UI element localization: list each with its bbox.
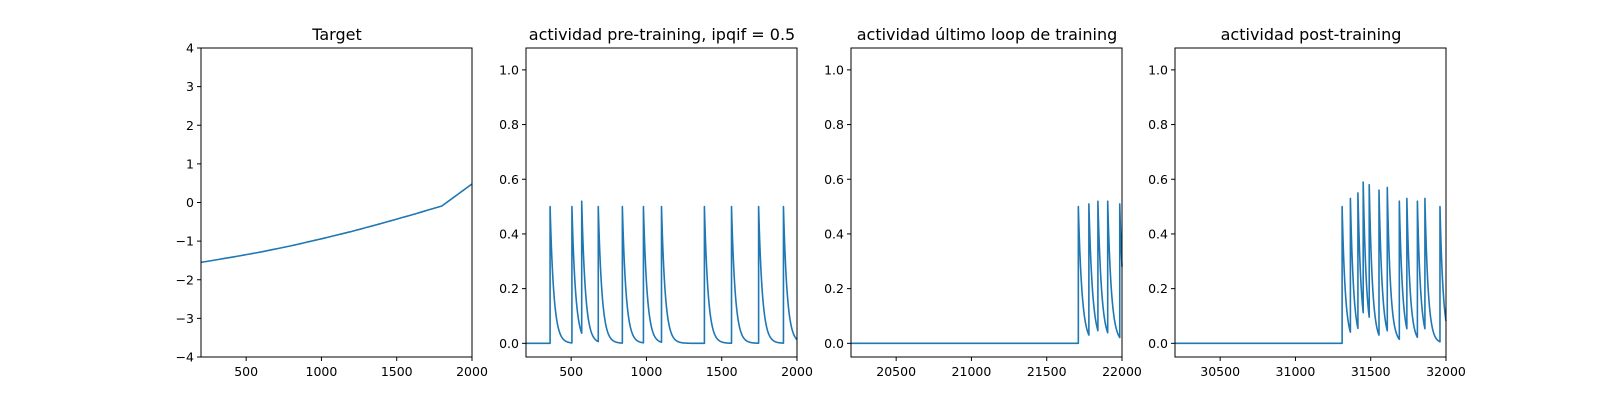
last-training-loop-ytick-label: 0.6 (824, 172, 844, 187)
subplot-pre-training: actividad pre-training, ipqif = 0.5 500 1… (499, 25, 813, 379)
post-training-xtick-label: 31500 (1351, 364, 1391, 379)
axes-frame-last-training-loop (850, 47, 1123, 358)
last-training-loop-xtick-label: 21500 (1027, 364, 1067, 379)
title-last-training-loop: actividad último loop de training (857, 25, 1118, 44)
target-ytick-label: 0 (186, 195, 194, 210)
post-training-ytick-label: 0.4 (1148, 226, 1168, 241)
pre-training-xtick-label: 2000 (781, 364, 813, 379)
title-post-training: actividad post-training (1221, 25, 1402, 44)
target-ytick-label: −2 (176, 272, 194, 287)
post-training-ytick-label: 0.6 (1148, 172, 1168, 187)
pre-training-ytick-label: 0.4 (499, 226, 519, 241)
pre-training-ytick-label: 0.0 (499, 336, 519, 351)
last-training-loop-xtick-label: 20500 (876, 364, 916, 379)
axes-frame-pre-training (525, 47, 798, 358)
post-training-ytick-label: 0.2 (1148, 281, 1168, 296)
post-training-ytick-label: 1.0 (1148, 62, 1168, 77)
target-ytick-label: −3 (176, 311, 194, 326)
target-xtick-label: 1000 (306, 364, 338, 379)
pre-training-xtick-label: 1000 (631, 364, 663, 379)
pre-training-ytick-label: 0.6 (499, 172, 519, 187)
post-training-ytick-label: 0.0 (1148, 336, 1168, 351)
title-target: Target (311, 25, 362, 44)
ticks-post-training: 30500 31000 31500 32000 0.0 0.2 0.4 0.6 0.8 1.0 (1148, 62, 1466, 379)
post-training-ytick-label: 0.8 (1148, 117, 1168, 132)
subplot-target: Target 500 1000 1500 2000 −4 −3 −2 −1 0 1 2 3 4 (176, 25, 488, 379)
target-ytick-label: 4 (186, 41, 194, 56)
last-training-loop-ytick-label: 0.8 (824, 117, 844, 132)
target-xtick-label: 2000 (456, 364, 488, 379)
axes-frame-target (200, 47, 473, 358)
target-series-line (200, 183, 473, 264)
pre-training-ytick-label: 0.8 (499, 117, 519, 132)
last-training-loop-xtick-label: 22000 (1102, 364, 1142, 379)
pre-training-xtick-label: 500 (559, 364, 583, 379)
target-ytick-label: −4 (176, 350, 194, 365)
pre-training-ytick-label: 1.0 (499, 62, 519, 77)
title-pre-training: actividad pre-training, ipqif = 0.5 (529, 25, 795, 44)
ticks-target: 500 1000 1500 2000 −4 −3 −2 −1 0 1 2 3 4 (176, 41, 488, 380)
last-training-loop-ytick-label: 0.0 (824, 336, 844, 351)
target-ytick-label: 3 (186, 79, 194, 94)
last-training-loop-xtick-label: 21000 (952, 364, 992, 379)
post-training-activity-line (1174, 181, 1447, 345)
pre-training-ytick-label: 0.2 (499, 281, 519, 296)
last-training-loop-ytick-label: 0.2 (824, 281, 844, 296)
target-ytick-label: −1 (176, 234, 194, 249)
target-xtick-label: 1500 (381, 364, 413, 379)
last-training-loop-ytick-label: 1.0 (824, 62, 844, 77)
pre-training-activity-line (525, 200, 798, 345)
target-ytick-label: 2 (186, 118, 194, 133)
post-training-xtick-label: 30500 (1200, 364, 1240, 379)
ticks-last-training-loop: 20500 21000 21500 22000 0.0 0.2 0.4 0.6 0.8 1.0 (824, 62, 1142, 379)
last-training-loop-ytick-label: 0.4 (824, 226, 844, 241)
subplot-post-training: actividad post-training 30500 31000 31500 3… (1148, 25, 1466, 379)
post-training-xtick-label: 32000 (1426, 364, 1466, 379)
ticks-pre-training: 500 1000 1500 2000 0.0 0.2 0.4 0.6 0.8 1.0 (499, 62, 813, 379)
target-ytick-label: 1 (186, 156, 194, 171)
last-training-loop-activity-line (850, 200, 1123, 345)
axes-frame-post-training (1174, 47, 1447, 358)
post-training-xtick-label: 31000 (1276, 364, 1316, 379)
target-xtick-label: 500 (234, 364, 258, 379)
subplot-last-training-loop: actividad último loop de training 20500 2… (824, 25, 1142, 379)
pre-training-xtick-label: 1500 (706, 364, 738, 379)
